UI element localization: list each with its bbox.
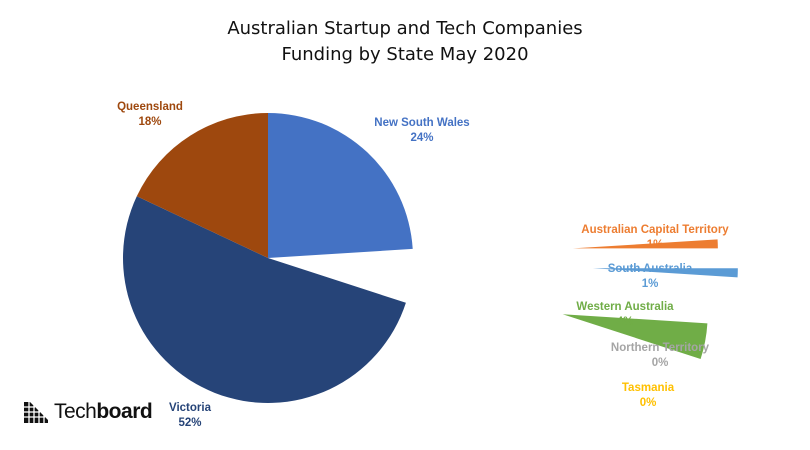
label-name: South Australia — [607, 263, 693, 275]
label-name: Northern Territory — [610, 342, 710, 354]
label-south-australia: South Australia 1% — [580, 262, 720, 292]
label-victoria: Victoria 52% — [140, 401, 240, 431]
pie-slice-queensland — [136, 113, 268, 258]
label-value: 18% — [138, 116, 162, 128]
label-value: 1% — [646, 239, 664, 251]
label-western-australia: Western Australia 4% — [555, 300, 695, 330]
logo-wordmark: Techboard — [54, 400, 153, 424]
label-tasmania: Tasmania 0% — [578, 381, 718, 411]
logo-text-regular: Tech — [54, 400, 97, 423]
pie-slice-south-australia — [592, 268, 738, 278]
label-name: Victoria — [169, 402, 211, 414]
label-northern-territory: Northern Territory 0% — [590, 341, 730, 371]
label-value: 24% — [410, 132, 434, 144]
pie-slice-victoria — [123, 196, 406, 403]
label-name: Queensland — [117, 101, 183, 113]
label-value: 4% — [616, 316, 634, 328]
solar-panel-icon — [24, 402, 48, 423]
label-new-south-wales: New South Wales 24% — [352, 116, 492, 146]
label-value: 0% — [651, 357, 669, 369]
pie-slice-western-australia — [562, 314, 708, 360]
pie-slice-australian-capital-territory — [572, 239, 718, 249]
logo-text-bold: board — [96, 400, 153, 423]
pie-slice-new-south-wales — [268, 113, 413, 258]
label-australian-capital-territory: Australian Capital Territory 1% — [560, 223, 750, 253]
label-name: Western Australia — [576, 301, 674, 313]
chart-title-line-2: Funding by State May 2020 — [281, 44, 529, 65]
label-name: Tasmania — [621, 382, 675, 394]
label-value: 0% — [639, 397, 657, 409]
techboard-logo: Techboard — [22, 398, 153, 426]
label-name: New South Wales — [374, 117, 470, 129]
label-value: 1% — [641, 278, 659, 290]
label-queensland: Queensland 18% — [100, 100, 200, 130]
chart-title-line-1: Australian Startup and Tech Companies — [227, 18, 583, 39]
label-value: 52% — [178, 417, 202, 429]
label-name: Australian Capital Territory — [581, 224, 729, 236]
